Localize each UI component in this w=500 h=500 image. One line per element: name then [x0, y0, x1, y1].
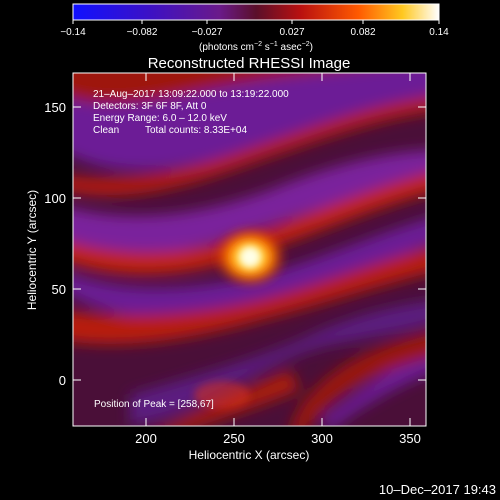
- colorbar-tick-label: −0.027: [192, 27, 223, 38]
- y-tick-label: 150: [44, 100, 66, 115]
- algorithm-text: Clean: [93, 125, 119, 136]
- colorbar-tick-label: 0.082: [350, 27, 375, 38]
- plot-frame: [72, 72, 427, 427]
- x-tick-label: 350: [399, 431, 421, 446]
- y-tick-label: 100: [44, 191, 66, 206]
- x-tick-label: 250: [223, 431, 245, 446]
- x-axis-ticks: [145, 73, 411, 426]
- colorbar-tick-label: 0.14: [429, 27, 449, 38]
- colorbar-ticks: [72, 20, 440, 24]
- x-tick-label: 200: [135, 431, 157, 446]
- plot-title: Reconstructed RHESSI Image: [148, 55, 351, 72]
- time-range-text: 21–Aug–2017 13:09:22.000 to 13:19:22.000: [93, 89, 289, 100]
- colorbar-tick-label: −0.14: [60, 27, 86, 38]
- y-tick-label: 50: [52, 282, 66, 297]
- colorbar-tick-label: 0.027: [279, 27, 304, 38]
- energy-range-text: Energy Range: 6.0 – 12.0 keV: [93, 113, 227, 124]
- colorbar: [72, 3, 440, 21]
- reconstructed-image: [73, 73, 426, 426]
- peak-position-text: Position of Peak = [258,67]: [94, 399, 214, 410]
- y-axis-label: Heliocentric Y (arcsec): [25, 190, 39, 310]
- y-axis-ticks: [73, 106, 426, 381]
- x-tick-label: 300: [311, 431, 333, 446]
- total-counts-text: Total counts: 8.33E+04: [145, 125, 247, 136]
- y-tick-label: 0: [59, 373, 66, 388]
- detectors-text: Detectors: 3F 6F 8F, Att 0: [93, 101, 207, 112]
- x-axis-label: Heliocentric X (arcsec): [189, 448, 310, 462]
- footer-timestamp: 10–Dec–2017 19:43: [379, 482, 496, 497]
- colorbar-units: (photons cm−2 s−1 asec−2): [199, 41, 313, 53]
- colorbar-tick-label: −0.082: [127, 27, 158, 38]
